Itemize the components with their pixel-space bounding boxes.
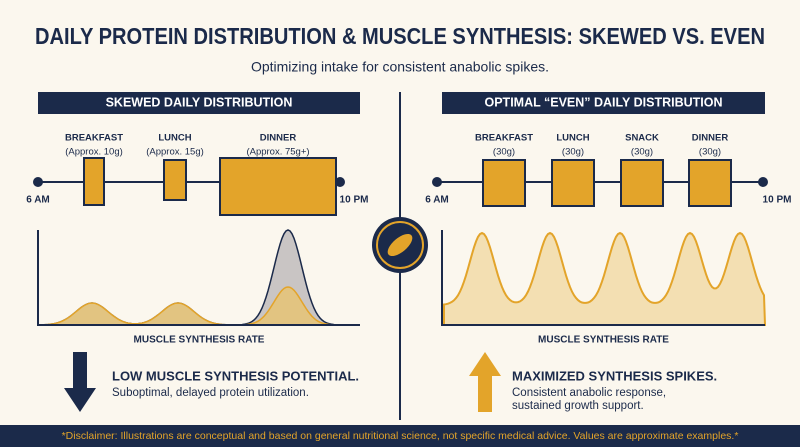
meal-box [163,159,187,201]
meal-box [219,157,337,216]
meal-amount: (30g) [493,147,515,158]
meal-box [688,159,732,207]
curve-axis [37,230,360,326]
timeline-end-dot [335,177,345,187]
muscle-icon-fiber [387,233,413,257]
synthesis-curve-inner [39,286,360,326]
panel-heading: OPTIMAL “EVEN” DAILY DISTRIBUTION [485,95,723,109]
meal-name: LUNCH [158,133,191,144]
meal-box [83,157,105,206]
timeline-end-dot [758,177,768,187]
meal-amount: (Approx. 10g) [65,147,123,158]
panel-heading-bar [38,92,360,114]
meal-amount: (30g) [562,147,584,158]
meal-box [482,159,526,207]
curve-label: MUSCLE SYNTHESIS RATE [134,335,265,346]
meal-name: DINNER [260,133,297,144]
timeline-start: 6 AM [425,195,449,206]
outcome-text: sustained growth support. [512,400,644,412]
outcome-title: LOW MUSCLE SYNTHESIS POTENTIAL. [112,368,359,383]
timeline-end: 10 PM [340,195,369,206]
meal-name: BREAKFAST [475,133,533,144]
meal-box [620,159,664,207]
meal-amount: (30g) [699,147,721,158]
curve-axis [441,230,765,326]
timeline-start-dot [432,177,442,187]
meal-amount: (30g) [631,147,653,158]
title: DAILY PROTEIN DISTRIBUTION & MUSCLE SYNT… [35,23,765,49]
meal-name: BREAKFAST [65,133,123,144]
subtitle: Optimizing intake for consistent anaboli… [251,59,549,75]
meal-name: SNACK [625,133,659,144]
meal-box [551,159,595,207]
panel-heading: SKEWED DAILY DISTRIBUTION [106,95,293,109]
outcome-text: Consistent anabolic response, [512,387,666,399]
outcome-arrow [469,352,501,412]
meal-amount: (Approx. 75g+) [246,147,309,158]
outcome-title: MAXIMIZED SYNTHESIS SPIKES. [512,368,717,383]
outcome-text: Suboptimal, delayed protein utilization. [112,387,309,399]
timeline-start: 6 AM [26,195,50,206]
meal-name: DINNER [692,133,729,144]
meal-amount: (Approx. 15g) [146,147,204,158]
disclaimer-bar [0,425,800,447]
timeline-end: 10 PM [763,195,792,206]
panel-heading-bar [442,92,765,114]
synthesis-curve [443,231,767,326]
curve-label: MUSCLE SYNTHESIS RATE [538,335,669,346]
timeline-start-dot [33,177,43,187]
outcome-arrow [64,352,96,412]
meal-name: LUNCH [556,133,589,144]
muscle-icon-ring [376,221,424,269]
disclaimer: *Disclaimer: Illustrations are conceptua… [62,430,739,442]
